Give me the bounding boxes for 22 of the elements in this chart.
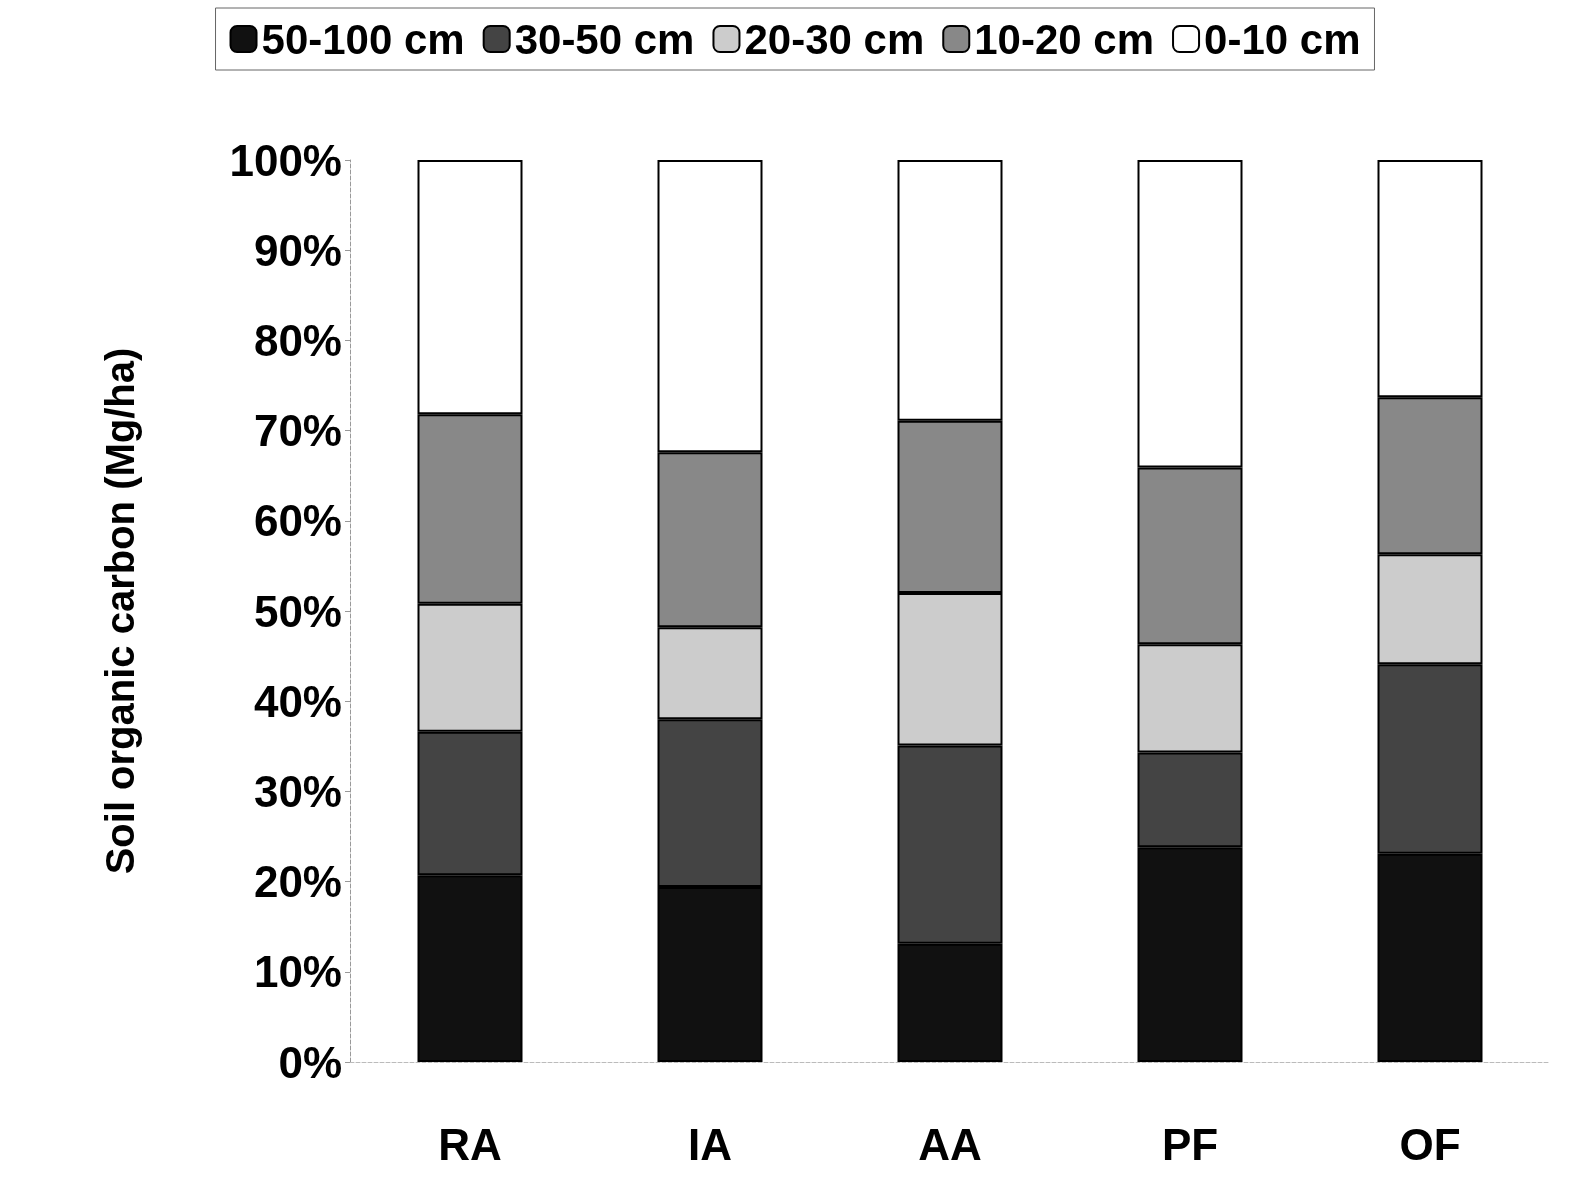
- y-tick-label: 40%: [253, 676, 342, 726]
- y-tick-label: 90%: [253, 225, 342, 275]
- legend-label: 50-100 cm: [261, 15, 465, 63]
- y-tick-label: 80%: [253, 315, 342, 365]
- x-tick-label: OF: [1399, 1119, 1461, 1169]
- y-tick-label: 0%: [278, 1037, 342, 1087]
- y-tick-label: 100%: [229, 135, 342, 185]
- y-tick-label: 20%: [253, 857, 342, 907]
- y-axis-title: Soil organic carbon (Mg/ha): [98, 347, 142, 875]
- y-tick-label: 10%: [253, 947, 342, 997]
- x-tick-label: RA: [438, 1119, 502, 1169]
- y-tick-label: 50%: [253, 586, 342, 636]
- x-tick-label: IA: [688, 1119, 732, 1169]
- legend-label: 10-20 cm: [974, 15, 1155, 63]
- x-tick-label: AA: [918, 1119, 982, 1169]
- x-tick-label: PF: [1161, 1119, 1219, 1169]
- legend-label: 0-10 cm: [1204, 15, 1361, 63]
- legend-label: 30-50 cm: [514, 15, 695, 63]
- legend-label: 20-30 cm: [744, 15, 925, 63]
- y-tick-label: 70%: [253, 406, 342, 456]
- y-tick-label: 60%: [253, 496, 342, 546]
- y-tick-label: 30%: [253, 766, 342, 816]
